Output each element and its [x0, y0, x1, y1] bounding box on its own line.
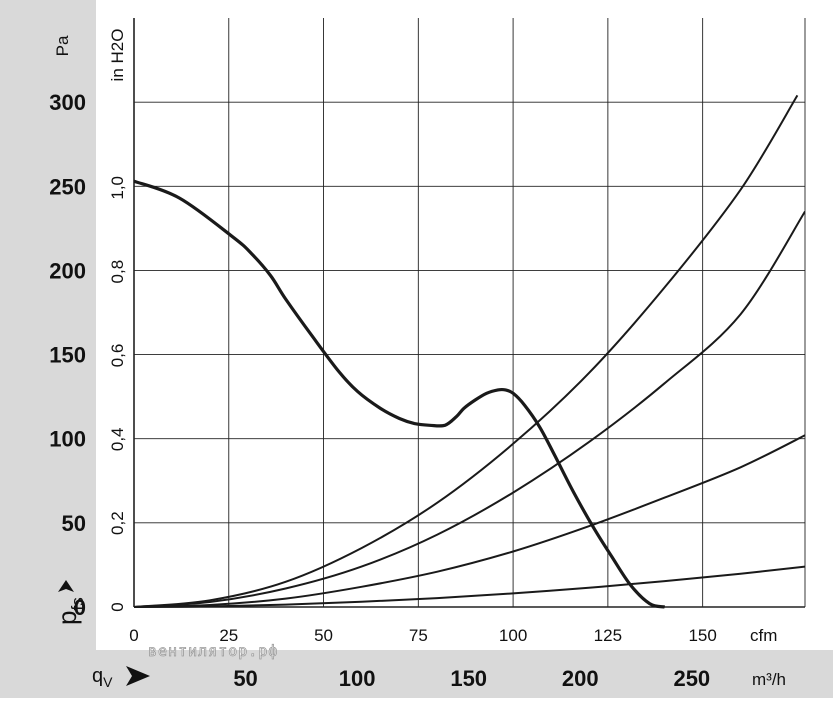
- x2-tick-label: 250: [673, 666, 710, 691]
- x2-tick-label: 200: [562, 666, 599, 691]
- x2-tick-label: 50: [233, 666, 257, 691]
- y-tick-label: 300: [49, 90, 86, 115]
- y-tick-label: 150: [49, 343, 86, 368]
- x-axis-symbol-base: q: [92, 665, 103, 687]
- y-tick-label: 50: [62, 511, 86, 536]
- y2-tick-label: 0: [108, 602, 127, 611]
- y-tick-label: 100: [49, 427, 86, 452]
- y-tick-label: 250: [49, 174, 86, 199]
- x-tick-label: 100: [499, 626, 527, 645]
- left-axis-band: [0, 0, 96, 650]
- y2-tick-label: 0,2: [108, 511, 127, 535]
- x-tick-label: 150: [688, 626, 716, 645]
- y-axis-symbol-base: p: [52, 611, 82, 625]
- y-tick-label: 200: [49, 258, 86, 283]
- x-tick-label: 0: [129, 626, 138, 645]
- y2-tick-label: 0,4: [108, 428, 127, 452]
- y2-tick-label: 0,6: [108, 344, 127, 368]
- system-curve-line: [134, 565, 805, 608]
- x-arrow-icon: [126, 666, 150, 686]
- x-unit-label-m3h: m³/h: [752, 670, 786, 689]
- series-group: [134, 94, 805, 609]
- grid: [133, 18, 806, 608]
- x-tick-label: 25: [219, 626, 238, 645]
- system-curve-line: [134, 434, 805, 608]
- x-axis-symbol: qV: [92, 665, 113, 690]
- y-tick-label: 0: [74, 595, 86, 620]
- x2-tick-label: 150: [450, 666, 487, 691]
- system-curve-line: [134, 210, 805, 608]
- fan-curve-line: [134, 179, 666, 609]
- y-axis-symbol: pfs: [52, 597, 87, 625]
- y-arrow-icon: [58, 580, 74, 592]
- x-tick-label: 125: [594, 626, 622, 645]
- system-curve-line: [134, 94, 799, 608]
- x2-tick-label: 100: [339, 666, 376, 691]
- y2-tick-label: 1,0: [108, 176, 127, 200]
- axis-labels: Pa in H2O pfs qV cfm m³/h вентилятор.рф …: [49, 29, 786, 691]
- x-unit-label-cfm: cfm: [750, 626, 777, 645]
- y-axis-symbol-sub: fs: [68, 597, 87, 610]
- watermark: вентилятор.рф: [148, 642, 278, 660]
- y2-tick-label: 0,8: [108, 260, 127, 284]
- y-unit-label-inh2o: in H2O: [108, 29, 127, 82]
- x-tick-label: 75: [409, 626, 428, 645]
- y-unit-label-pa: Pa: [53, 35, 72, 56]
- x-axis-symbol-sub: V: [103, 674, 113, 690]
- x-tick-label: 50: [314, 626, 333, 645]
